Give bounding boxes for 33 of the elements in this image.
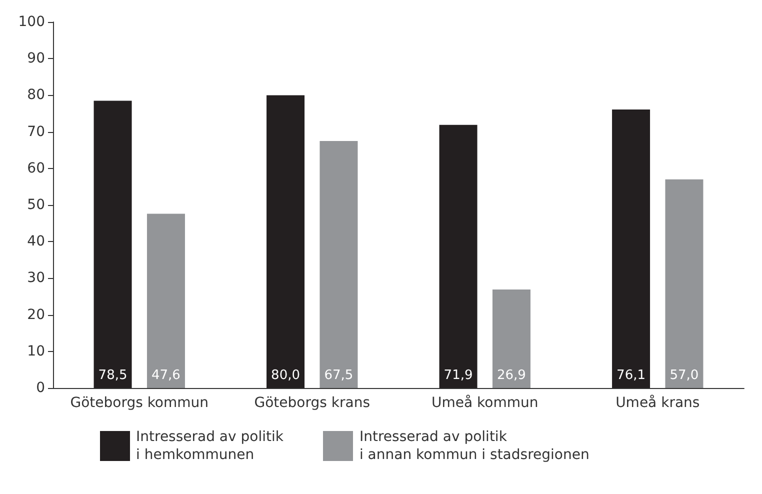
bar bbox=[492, 290, 530, 388]
data-label: 78,5 bbox=[98, 368, 128, 383]
y-tick-label: 10 bbox=[27, 343, 45, 360]
bar bbox=[94, 100, 132, 388]
x-tick-label: Göteborgs krans bbox=[254, 395, 370, 411]
x-tick-label: Göteborgs kommun bbox=[70, 395, 209, 411]
data-label: 80,0 bbox=[271, 368, 300, 383]
y-tick-label: 60 bbox=[27, 160, 45, 176]
legend-label: Intresserad av politik i hemkommunen bbox=[136, 428, 284, 464]
bar bbox=[665, 179, 704, 388]
x-tick-label: Umeå kommun bbox=[432, 394, 538, 411]
y-tick-label: 20 bbox=[27, 306, 45, 323]
data-label: 57,0 bbox=[670, 368, 699, 383]
x-tick-label: Umeå krans bbox=[616, 394, 700, 411]
y-tick-label: 70 bbox=[27, 124, 45, 140]
y-tick-label: 40 bbox=[27, 234, 45, 250]
y-tick-label: 80 bbox=[27, 87, 45, 104]
data-label: 67,5 bbox=[324, 368, 354, 383]
y-tick-label: 90 bbox=[27, 50, 45, 67]
data-label: 71,9 bbox=[444, 368, 473, 383]
y-tick-label: 0 bbox=[36, 380, 45, 396]
bar bbox=[612, 109, 650, 388]
y-tick-label: 100 bbox=[18, 14, 45, 30]
bar bbox=[320, 140, 358, 388]
bar bbox=[146, 214, 185, 388]
data-label: 76,1 bbox=[616, 368, 646, 383]
bar bbox=[266, 95, 305, 388]
data-label: 47,6 bbox=[152, 368, 180, 383]
data-label: 26,9 bbox=[497, 368, 526, 383]
bar bbox=[439, 124, 478, 388]
y-tick-label: 50 bbox=[27, 197, 45, 213]
y-tick-label: 30 bbox=[27, 270, 45, 286]
legend-label: Intresserad av politik i annan kommun i stadsregionen bbox=[359, 428, 590, 464]
